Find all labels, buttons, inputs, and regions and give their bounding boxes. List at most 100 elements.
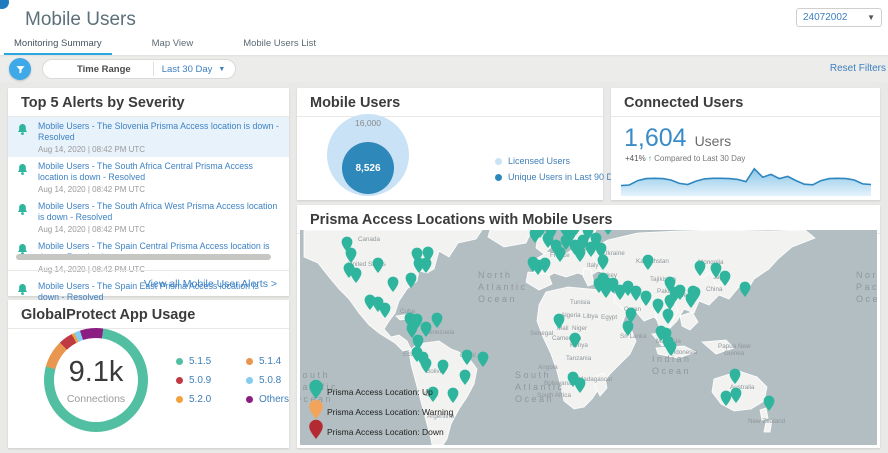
page-title: Mobile Users bbox=[25, 9, 136, 30]
location-pin-icon[interactable] bbox=[574, 377, 586, 393]
location-pin-icon[interactable] bbox=[597, 254, 609, 270]
chevron-down-icon[interactable]: ▼ bbox=[218, 65, 226, 73]
location-pin-icon[interactable] bbox=[477, 351, 489, 367]
delta-value: +41% bbox=[625, 154, 646, 163]
location-pin-icon[interactable] bbox=[622, 320, 634, 336]
location-pin-icon[interactable] bbox=[553, 313, 565, 329]
alert-title[interactable]: Mobile Users - The Slovenia Prisma Acces… bbox=[38, 121, 279, 142]
location-pin-icon[interactable] bbox=[461, 349, 473, 365]
view-all-alerts-link[interactable]: View all Mobile User Alerts > bbox=[143, 277, 277, 290]
reset-filters-link[interactable]: Reset Filters bbox=[829, 63, 886, 74]
account-dropdown[interactable]: 24072002 ▼ bbox=[796, 8, 882, 27]
location-pin-icon[interactable] bbox=[730, 387, 742, 403]
filter-button[interactable] bbox=[9, 58, 31, 80]
svg-text:Cameroon: Cameroon bbox=[552, 335, 582, 342]
alert-title[interactable]: Mobile Users - The South Africa Central … bbox=[38, 160, 253, 182]
svg-text:Italy: Italy bbox=[587, 262, 599, 269]
time-range-value[interactable]: Last 30 Day bbox=[161, 63, 213, 75]
location-pin-icon[interactable] bbox=[622, 280, 634, 296]
location-pin-icon[interactable] bbox=[420, 357, 432, 373]
location-pin-icon[interactable] bbox=[534, 230, 546, 238]
location-pin-icon[interactable] bbox=[739, 281, 751, 297]
location-pin-icon[interactable] bbox=[595, 242, 607, 258]
horizontal-scrollbar[interactable] bbox=[16, 254, 271, 260]
alert-list-item[interactable]: Mobile Users - The South Africa West Pri… bbox=[8, 197, 289, 237]
location-pin-icon[interactable] bbox=[574, 246, 586, 262]
svg-text:Bolivia: Bolivia bbox=[426, 368, 445, 375]
alert-title[interactable]: Mobile Users - The Spain East Prisma Acc… bbox=[38, 280, 259, 302]
svg-text:Australia: Australia bbox=[730, 384, 755, 391]
location-pin-icon[interactable] bbox=[763, 395, 775, 411]
svg-text:Egypt: Egypt bbox=[601, 314, 617, 321]
location-pin-icon[interactable] bbox=[687, 285, 699, 301]
trend-up-icon: ↑ bbox=[647, 154, 652, 163]
location-pin-icon[interactable] bbox=[372, 257, 384, 273]
legend-label: 5.0.8 bbox=[259, 375, 282, 386]
legend-item: Others bbox=[246, 394, 316, 405]
location-pin-icon[interactable] bbox=[642, 254, 654, 270]
location-pin-icon[interactable] bbox=[459, 369, 471, 385]
nav-collapse-dot[interactable] bbox=[0, 0, 9, 9]
location-pin-icon[interactable] bbox=[694, 260, 706, 276]
legend-dot bbox=[246, 396, 253, 403]
location-pin-icon[interactable] bbox=[364, 294, 376, 310]
map-pins bbox=[341, 230, 775, 411]
connected-users-sparkline bbox=[621, 167, 871, 196]
location-pin-icon[interactable] bbox=[652, 298, 664, 314]
location-pin-icon[interactable] bbox=[387, 276, 399, 292]
time-range-filter[interactable]: Time Range Last 30 Day ▼ bbox=[42, 59, 237, 79]
alert-list-item[interactable]: Mobile Users - The South Africa Central … bbox=[8, 157, 289, 197]
alert-list-item[interactable]: Mobile Users - The Slovenia Prisma Acces… bbox=[8, 117, 289, 157]
location-pin-icon[interactable] bbox=[630, 285, 642, 301]
location-pin-icon[interactable] bbox=[447, 387, 459, 403]
location-pin-icon[interactable] bbox=[405, 272, 417, 288]
location-pin-icon[interactable] bbox=[640, 290, 652, 306]
location-pin-icon[interactable] bbox=[662, 308, 674, 324]
location-pin-icon[interactable] bbox=[565, 230, 577, 242]
location-pin-icon[interactable] bbox=[710, 262, 722, 278]
location-pin-icon[interactable] bbox=[585, 241, 597, 257]
location-pin-icon[interactable] bbox=[345, 247, 357, 263]
connected-users-value-row: 1,604 Users bbox=[624, 124, 731, 153]
location-pin-icon[interactable] bbox=[554, 246, 566, 262]
tab-map-view[interactable]: Map View bbox=[151, 38, 194, 49]
legend-dot bbox=[176, 377, 183, 384]
location-pin-icon[interactable] bbox=[350, 267, 362, 283]
svg-text:Papua New: Papua New bbox=[718, 343, 751, 350]
location-pin-icon[interactable] bbox=[379, 302, 391, 318]
location-pin-icon[interactable] bbox=[420, 321, 432, 337]
location-pin-icon[interactable] bbox=[431, 312, 443, 328]
tab-mobile-users-list[interactable]: Mobile Users List bbox=[243, 38, 317, 49]
legend-label: 5.2.0 bbox=[189, 394, 212, 405]
location-pin-icon[interactable] bbox=[569, 332, 581, 348]
location-pin-icon[interactable] bbox=[571, 230, 582, 235]
location-pin-icon[interactable] bbox=[720, 390, 732, 406]
location-pin-icon[interactable] bbox=[603, 230, 614, 235]
location-pin-icon[interactable] bbox=[420, 257, 432, 273]
location-pin-icon[interactable] bbox=[664, 294, 676, 310]
location-pin-icon[interactable] bbox=[406, 322, 418, 338]
location-pin-icon[interactable] bbox=[614, 284, 626, 300]
tab-monitoring-summary[interactable]: Monitoring Summary bbox=[4, 38, 112, 55]
alert-timestamp: Aug 14, 2020 | 08:42 PM UTC bbox=[38, 144, 146, 154]
location-pin-icon[interactable] bbox=[665, 340, 677, 356]
unique-users-circle[interactable]: 8,526 bbox=[342, 142, 394, 194]
alerts-footer: View all Mobile User Alerts > bbox=[8, 270, 289, 296]
location-pin-icon[interactable] bbox=[729, 368, 741, 384]
location-pin-icon[interactable] bbox=[539, 257, 551, 273]
alert-text: Mobile Users - The South Africa West Pri… bbox=[38, 201, 281, 234]
location-pin-icon[interactable] bbox=[427, 386, 439, 402]
alert-title[interactable]: Mobile Users - The South Africa West Pri… bbox=[38, 200, 278, 222]
location-pin-icon[interactable] bbox=[625, 307, 637, 323]
location-pin-icon[interactable] bbox=[582, 230, 594, 240]
location-pin-icon[interactable] bbox=[674, 284, 686, 300]
alert-bell-icon bbox=[16, 161, 38, 194]
legend-dot bbox=[246, 377, 253, 384]
location-pin-icon[interactable] bbox=[719, 270, 731, 286]
location-pin-icon[interactable] bbox=[412, 334, 424, 350]
location-pin-icon[interactable] bbox=[545, 230, 557, 240]
world-map[interactable]: North Atlantic Ocean South Atlantic Ocean Indi… bbox=[300, 230, 877, 445]
legend-label: Others bbox=[259, 394, 290, 405]
svg-text:Libya: Libya bbox=[583, 313, 599, 320]
location-pin-icon[interactable] bbox=[437, 359, 449, 375]
